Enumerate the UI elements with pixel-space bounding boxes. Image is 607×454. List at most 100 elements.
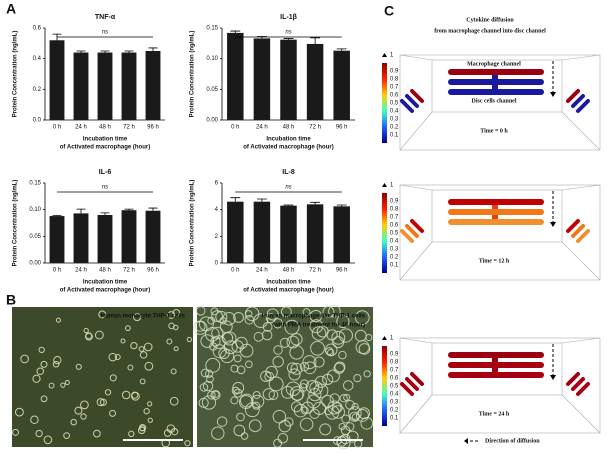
cell xyxy=(211,326,224,340)
cell xyxy=(288,368,301,381)
colorbar-tick: 0.1 xyxy=(390,133,399,139)
side-channel xyxy=(400,99,414,113)
cell xyxy=(233,354,242,363)
cell xyxy=(127,364,134,371)
y-tick-label: 0.10 xyxy=(206,56,218,62)
cell xyxy=(309,381,323,395)
bar xyxy=(97,215,113,263)
colorbar-tick: 0.7 xyxy=(390,85,399,91)
side-channel xyxy=(405,377,419,391)
error-bar xyxy=(76,208,86,214)
cell xyxy=(343,393,351,402)
bar xyxy=(145,210,161,263)
cell xyxy=(206,375,214,383)
y-tick-label: 0.05 xyxy=(206,87,218,93)
cell xyxy=(231,386,240,395)
colorbar-tick: 0.9 xyxy=(390,69,399,75)
y-tick-label: 6 xyxy=(215,181,219,187)
colorbar-tick: 0.6 xyxy=(390,223,399,229)
cell xyxy=(239,393,254,408)
x-tick-label: 24 h xyxy=(75,125,87,131)
error-bar xyxy=(230,30,241,33)
cell xyxy=(340,425,351,436)
colorbar-tick: 0.9 xyxy=(390,352,399,358)
flow-arrowhead xyxy=(550,222,556,227)
cell xyxy=(266,308,279,321)
side-channel xyxy=(571,94,585,108)
cell xyxy=(262,321,273,332)
cell xyxy=(48,382,55,389)
cell xyxy=(220,349,235,364)
cell xyxy=(248,419,262,433)
cell xyxy=(14,407,24,417)
cell xyxy=(74,406,83,415)
cell xyxy=(35,429,43,438)
flow-arrowhead xyxy=(550,92,556,97)
micrograph-caption: (with PMA treatment for 48 hour) xyxy=(272,323,365,329)
x-axis-label: of Activated macrophage (hour) xyxy=(243,288,333,294)
bar xyxy=(280,205,297,263)
colorbar-tick: 0.8 xyxy=(390,360,399,366)
cell xyxy=(309,309,323,323)
error-bar xyxy=(52,215,62,217)
cell xyxy=(143,408,150,415)
error-bar xyxy=(336,204,347,207)
significance-label: ns xyxy=(285,30,291,36)
side-channel xyxy=(410,372,424,386)
error-bar xyxy=(336,48,347,51)
cell xyxy=(272,409,287,424)
colorbar-tick: 0.3 xyxy=(390,400,399,406)
cell xyxy=(284,417,294,427)
side-channel xyxy=(566,372,580,386)
cell xyxy=(279,337,290,348)
time-label: Time = 0 h xyxy=(480,128,508,134)
x-axis-label: of Activated macrophage (hour) xyxy=(60,145,150,151)
device-inner xyxy=(431,342,563,396)
cell xyxy=(358,343,371,355)
cell xyxy=(40,360,48,368)
colorbar-tick: 0.2 xyxy=(390,255,399,261)
side-channel xyxy=(566,219,580,233)
x-tick-label: 96 h xyxy=(147,268,159,274)
panel-label: C xyxy=(384,3,394,19)
cell xyxy=(163,429,172,437)
cell xyxy=(293,403,308,418)
cell xyxy=(250,394,265,409)
cell xyxy=(326,369,340,383)
error-bar xyxy=(310,37,321,44)
cell xyxy=(348,406,362,420)
cell xyxy=(336,436,347,447)
x-axis-label: Incubation time xyxy=(83,137,128,143)
cell xyxy=(325,347,334,356)
side-channel xyxy=(576,382,590,396)
side-channel xyxy=(566,89,580,103)
side-channel xyxy=(405,94,419,108)
cell xyxy=(139,351,148,359)
cell xyxy=(143,342,153,352)
channel xyxy=(448,199,544,205)
micrograph xyxy=(12,307,193,447)
cell xyxy=(290,333,303,346)
x-axis-label: Incubation time xyxy=(266,137,311,143)
cell xyxy=(236,365,246,375)
chart-title: IL-1β xyxy=(280,14,297,21)
cell xyxy=(341,414,351,424)
cell xyxy=(302,308,311,317)
cell xyxy=(333,362,345,374)
x-tick-label: 0 h xyxy=(231,125,239,131)
cell xyxy=(351,402,359,411)
cell xyxy=(299,379,309,389)
cell xyxy=(139,425,146,432)
x-tick-label: 24 h xyxy=(256,268,268,274)
cell xyxy=(64,380,70,386)
cell xyxy=(240,432,249,440)
cell xyxy=(173,346,179,352)
cell xyxy=(83,327,89,334)
x-tick-label: 72 h xyxy=(309,268,321,274)
device-outline xyxy=(399,337,601,434)
cell xyxy=(231,340,244,353)
cell xyxy=(121,390,131,400)
cell xyxy=(166,338,173,345)
cell xyxy=(52,360,60,368)
